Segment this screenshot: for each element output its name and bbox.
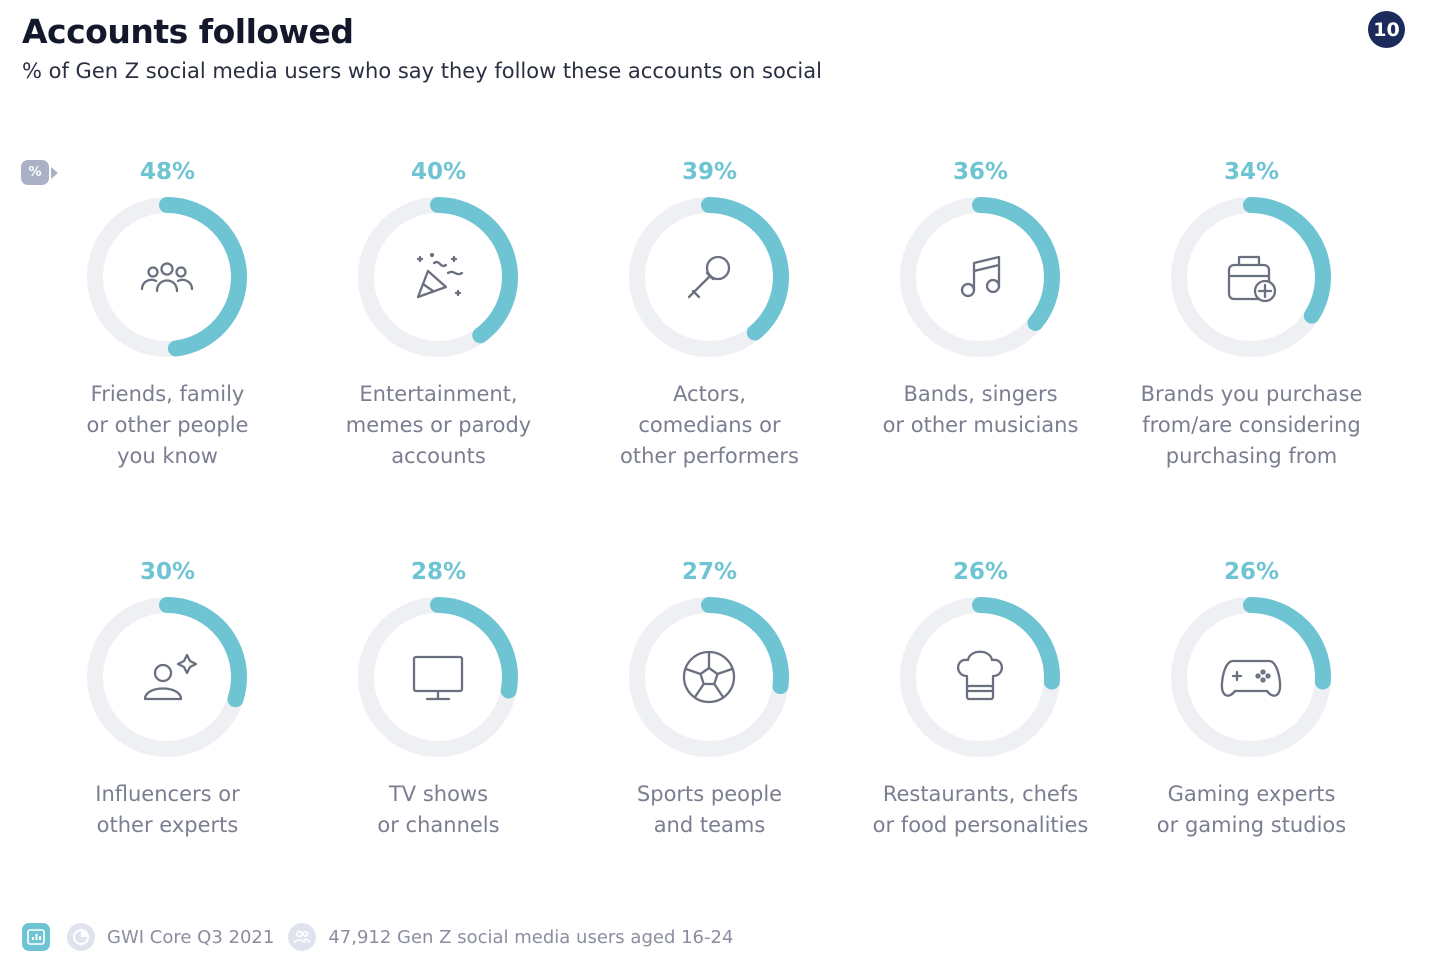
donut-arc xyxy=(1171,197,1331,357)
donut-chart xyxy=(1171,597,1331,757)
donut-category-label: Bands, singers or other musicians xyxy=(882,382,1079,437)
soccer-ball-icon xyxy=(682,650,736,704)
donut-chart xyxy=(87,597,247,757)
percent-marker-label: % xyxy=(21,160,49,185)
donut-arc xyxy=(358,597,518,757)
percent-marker: % xyxy=(21,160,61,188)
donut-arc xyxy=(87,597,247,757)
donut-arc xyxy=(629,197,789,357)
person-sparkle-icon xyxy=(143,653,198,701)
donut-arc xyxy=(629,597,789,757)
source-pie-icon xyxy=(67,923,95,951)
donut-value-label: 39% xyxy=(681,159,738,185)
chart-footer: GWI Core Q3 2021 47,912 Gen Z social med… xyxy=(22,922,733,952)
chart-subtitle: % of Gen Z social media users who say th… xyxy=(22,59,822,83)
microphone-icon xyxy=(687,255,731,299)
donut-value-label: 26% xyxy=(1223,559,1280,585)
donut-category-label: Brands you purchase from/are considering… xyxy=(1140,382,1363,468)
shopping-bag-plus-icon xyxy=(1227,255,1277,303)
donut-arc xyxy=(900,597,1060,757)
donut-category-label: TV shows or channels xyxy=(377,782,500,837)
donut-chart xyxy=(358,197,518,357)
page-number-badge: 10 xyxy=(1368,11,1405,48)
gamepad-icon xyxy=(1220,659,1282,697)
donut-value-label: 36% xyxy=(952,159,1009,185)
donut-chart xyxy=(900,197,1060,357)
party-popper-icon xyxy=(416,252,464,299)
donut-arc xyxy=(900,197,1060,357)
source-text: GWI Core Q3 2021 xyxy=(107,926,275,948)
donut-value-label: 34% xyxy=(1223,159,1280,185)
music-note-icon xyxy=(960,255,1001,298)
donut-chart xyxy=(900,597,1060,757)
donut-chart xyxy=(1171,197,1331,357)
donut-arc xyxy=(358,197,518,357)
donut-chart xyxy=(358,597,518,757)
users-icon xyxy=(288,923,317,951)
donut-category-label: Restaurants, chefs or food personalities xyxy=(872,782,1089,837)
percent-marker-arrow xyxy=(51,167,58,179)
donut-value-label: 26% xyxy=(952,559,1009,585)
donut-value-label: 40% xyxy=(410,159,467,185)
donut-arc xyxy=(87,197,247,357)
donut-value-label: 30% xyxy=(139,559,196,585)
chef-hat-icon xyxy=(956,650,1004,701)
donut-chart xyxy=(629,197,789,357)
donut-category-label: Influencers or other experts xyxy=(95,782,240,837)
donut-value-label: 48% xyxy=(139,159,196,185)
chart-title: Accounts followed xyxy=(22,12,354,51)
donut-category-label: Gaming experts or gaming studios xyxy=(1156,782,1347,837)
donut-category-label: Friends, family or other people you know xyxy=(86,382,249,468)
base-text: 47,912 Gen Z social media users aged 16-… xyxy=(328,926,734,948)
donut-category-label: Entertainment, memes or parody accounts xyxy=(345,382,532,468)
donut-chart xyxy=(87,197,247,357)
people-group-icon xyxy=(140,262,194,293)
donut-category-label: Sports people and teams xyxy=(636,782,783,837)
donut-category-label: Actors, comedians or other performers xyxy=(620,382,799,468)
donut-arc xyxy=(1171,597,1331,757)
donut-value-label: 28% xyxy=(410,559,467,585)
donut-chart xyxy=(629,597,789,757)
monitor-icon xyxy=(412,655,464,701)
donut-value-label: 27% xyxy=(681,559,738,585)
bar-chart-icon xyxy=(22,923,50,951)
